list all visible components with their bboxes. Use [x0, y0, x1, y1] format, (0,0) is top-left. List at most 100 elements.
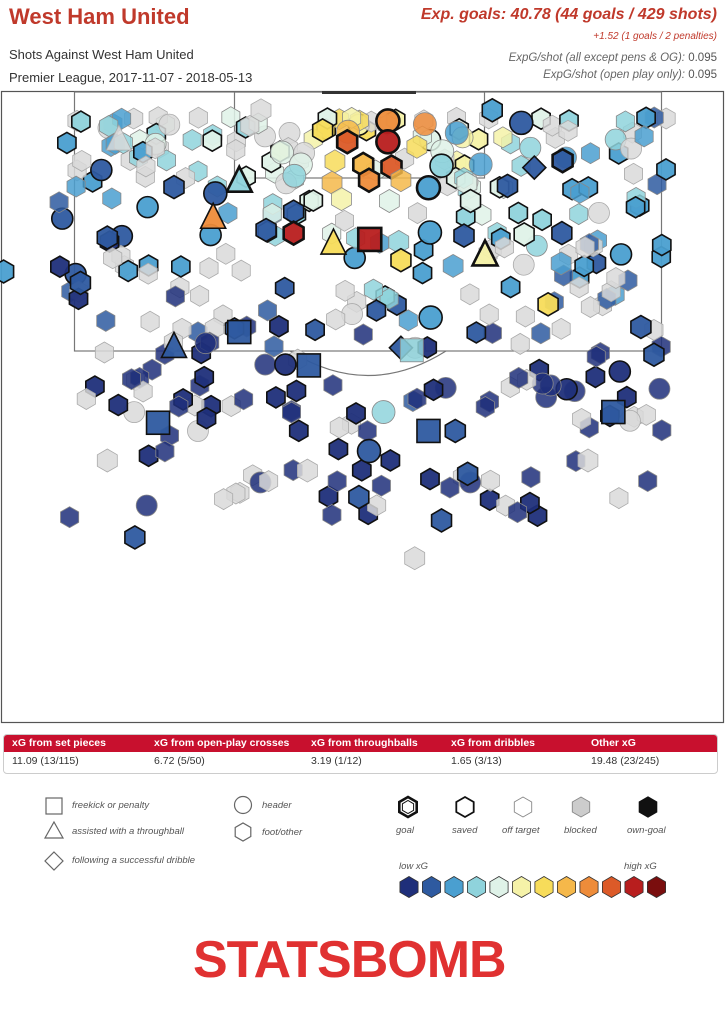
shot-marker	[390, 247, 412, 273]
shot-marker	[440, 476, 460, 499]
shot-marker	[507, 501, 527, 524]
outcome-label: saved	[452, 825, 478, 836]
shot-marker	[182, 128, 202, 151]
shot-marker	[371, 400, 396, 424]
shot-marker	[521, 466, 541, 489]
shot-marker	[224, 163, 254, 193]
legend-label: foot/other	[262, 827, 303, 838]
shot-marker	[140, 310, 160, 333]
diamond-legend-icon	[44, 851, 64, 871]
shot-marker	[72, 149, 92, 172]
shot-marker	[69, 270, 92, 296]
shot-marker	[138, 262, 158, 285]
shot-marker	[322, 504, 342, 526]
shot-marker	[274, 276, 295, 300]
shot-marker	[259, 470, 279, 493]
shot-marker	[609, 243, 633, 266]
shot-marker	[493, 126, 513, 149]
shot-marker	[475, 396, 495, 418]
shot-marker	[357, 167, 381, 194]
breakdown-header: xG from set pieces	[12, 737, 106, 749]
shot-marker	[331, 187, 352, 212]
shot-marker	[415, 174, 442, 201]
shot-marker	[634, 125, 654, 148]
shot-marker	[145, 137, 165, 160]
statsbomb-logo: STATSBOMB	[193, 931, 507, 989]
shot-marker	[124, 524, 146, 550]
shot-marker	[569, 276, 589, 299]
shot-marker	[643, 342, 665, 368]
stat-value: 0.095	[688, 52, 717, 64]
shot-marker	[99, 115, 119, 137]
shot-marker	[636, 403, 656, 426]
shot-marker	[296, 353, 322, 378]
shot-marker	[71, 110, 91, 134]
shot-marker	[255, 217, 277, 243]
shot-marker	[329, 416, 349, 439]
shot-marker	[351, 458, 372, 482]
shot-marker	[169, 395, 189, 418]
shot-marker	[500, 275, 521, 299]
xg-scale-swatch	[421, 876, 442, 898]
shot-marker	[136, 155, 156, 178]
shot-marker	[509, 366, 529, 389]
shot-marker	[346, 401, 366, 425]
shot-marker	[282, 220, 305, 247]
shot-marker	[412, 112, 437, 137]
shot-marker	[420, 467, 440, 491]
shot-marker	[513, 221, 535, 247]
shot-marker	[363, 278, 383, 301]
xg-scale-swatch	[624, 876, 644, 898]
shot-marker	[108, 393, 129, 417]
outcome-legend-icon	[401, 799, 415, 815]
shot-marker	[196, 406, 217, 430]
shot-marker	[606, 267, 626, 289]
shot-marker	[460, 283, 480, 306]
shot-marker	[323, 374, 343, 397]
shot-marker	[585, 365, 606, 389]
xg-scale-swatch	[489, 876, 509, 898]
shot-marker	[190, 284, 210, 307]
shot-marker	[105, 124, 133, 151]
xg-scale-swatch	[399, 876, 419, 898]
shot-marker	[459, 188, 482, 214]
triangle-legend-icon	[43, 820, 65, 839]
shot-marker	[158, 113, 181, 136]
shot-marker	[615, 110, 635, 133]
shot-marker	[356, 226, 383, 253]
shot-marker	[508, 201, 529, 225]
shot-marker	[466, 321, 487, 344]
outcome-label: blocked	[564, 825, 597, 836]
xg-extra: +1.52 (1 goals / 2 penalties)	[593, 31, 717, 42]
shot-marker	[531, 322, 551, 345]
shot-marker	[327, 470, 347, 493]
outcome-legend-icon	[571, 796, 591, 818]
breakdown-header: xG from dribbles	[451, 737, 536, 749]
shot-marker	[638, 470, 658, 493]
shot-marker	[496, 173, 519, 199]
shot-marker	[305, 318, 326, 342]
breakdown-header: xG from open-play crosses	[154, 737, 290, 749]
shot-marker	[519, 136, 542, 159]
competition-dates: Premier League, 2017-11-07 - 2018-05-13	[9, 70, 253, 85]
outcome-legend-icon	[397, 795, 419, 819]
xg-color-scale	[399, 876, 666, 898]
outcome-label: goal	[396, 825, 414, 836]
shot-marker	[588, 201, 610, 224]
shot-marker	[366, 299, 387, 322]
shot-marker	[508, 110, 534, 136]
shot-marker	[274, 353, 297, 376]
shot-marker	[575, 236, 595, 259]
shot-marker	[371, 474, 391, 497]
shot-marker	[90, 158, 113, 182]
shot-marker	[442, 253, 464, 278]
shot-marker	[624, 162, 643, 185]
shot-marker	[163, 174, 185, 200]
shot-marker	[76, 388, 96, 410]
stat-line: ExpG/shot (all except pens & OG): 0.095	[509, 52, 717, 64]
legend-label: assisted with a throughball	[72, 826, 184, 837]
breakdown-value-row: 11.09 (13/115) 6.72 (5/50) 3.19 (1/12) 1…	[4, 752, 717, 772]
shot-marker	[216, 242, 236, 265]
stat-label: ExpG/shot (open play only):	[543, 69, 686, 81]
breakdown-value: 1.65 (3/13)	[451, 755, 502, 767]
